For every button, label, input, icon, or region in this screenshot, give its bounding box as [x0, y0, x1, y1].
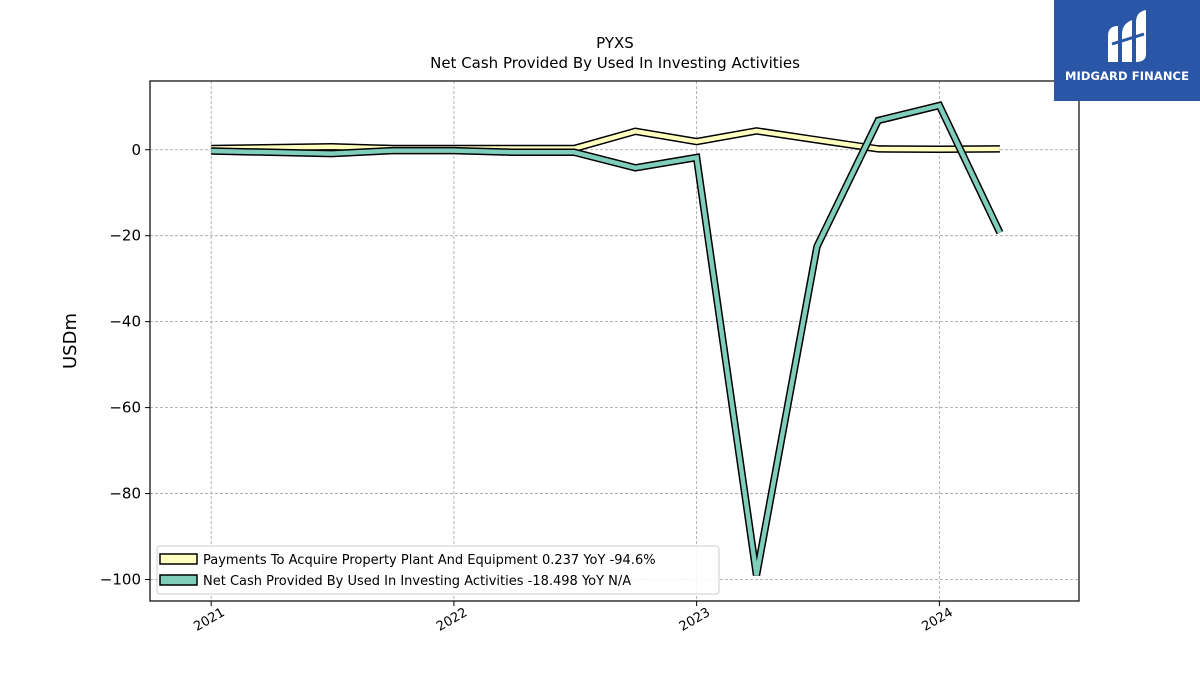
- series-line-outline: [211, 101, 1004, 576]
- legend: Payments To Acquire Property Plant And E…: [156, 545, 720, 595]
- legend-label: Payments To Acquire Property Plant And E…: [203, 553, 656, 568]
- legend-label: Net Cash Provided By Used In Investing A…: [203, 574, 631, 589]
- legend-box: [156, 545, 720, 595]
- y-axis-ticks: 0 −20 −40 −60 −80 −100: [100, 141, 150, 589]
- y-axis-label: USDm: [60, 313, 81, 369]
- y-tick-label: 0: [131, 141, 141, 159]
- x-tick-label: 2022: [434, 605, 470, 635]
- series-line-fill: [211, 102, 1002, 576]
- y-tick-label: −80: [109, 485, 141, 503]
- y-tick-label: −100: [100, 571, 141, 589]
- y-tick-label: −60: [109, 399, 141, 417]
- x-tick-label: 2021: [191, 605, 227, 635]
- series-lines: [211, 101, 1004, 576]
- series-line: [211, 101, 1004, 576]
- midgard-logo-icon: [1108, 10, 1146, 62]
- x-tick-label: 2024: [920, 605, 956, 635]
- y-tick-label: −40: [109, 313, 141, 331]
- chart-subtitle: Net Cash Provided By Used In Investing A…: [430, 54, 800, 72]
- y-tick-label: −20: [109, 227, 141, 245]
- x-tick-label: 2023: [677, 605, 713, 635]
- plot-frame: [149, 80, 1080, 602]
- brand-logo: MIDGARD FINANCE: [1054, 0, 1200, 101]
- chart-title: PYXS: [596, 34, 634, 52]
- x-axis-ticks: 2021 2022 2023 2024: [191, 601, 956, 635]
- legend-swatch: [159, 574, 198, 586]
- brand-name: MIDGARD FINANCE: [1064, 69, 1190, 83]
- series-line: [211, 127, 1000, 154]
- legend-swatch: [159, 553, 198, 565]
